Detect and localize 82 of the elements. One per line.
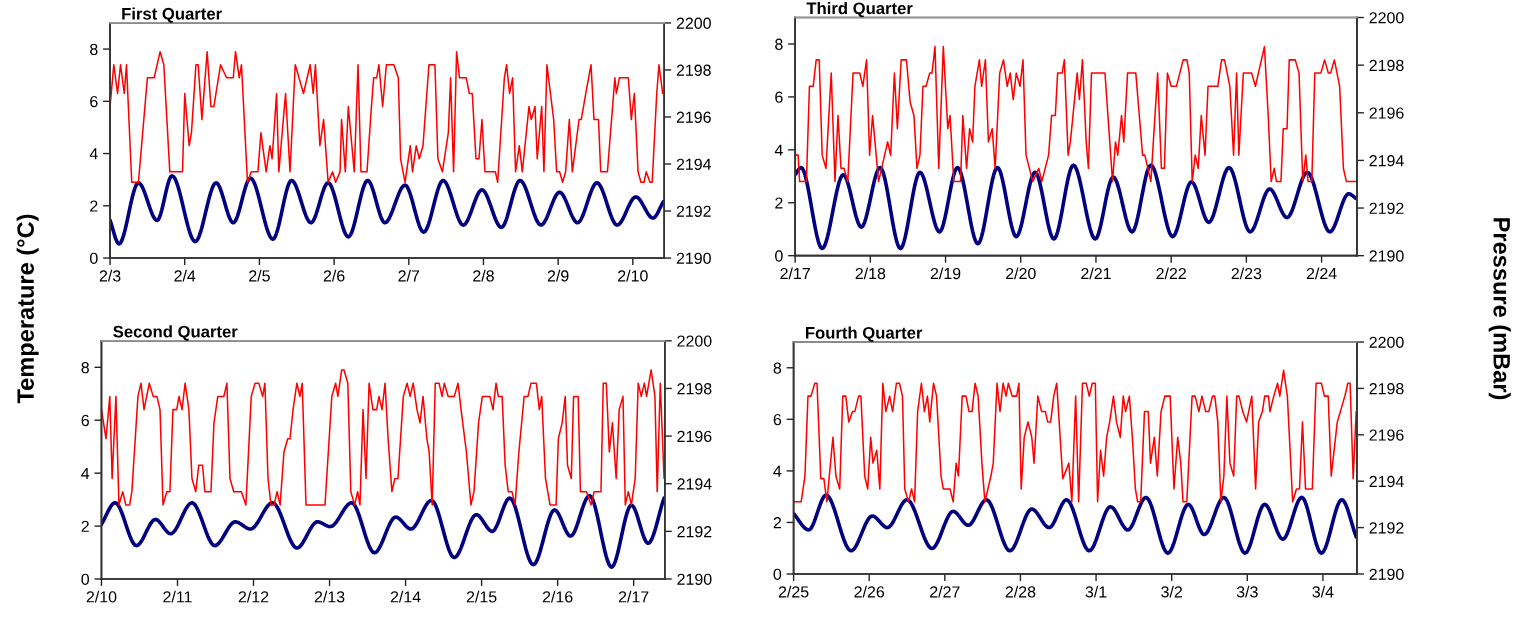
- x-tick-label: 2/12: [238, 590, 269, 603]
- y-tick-label: 0: [81, 573, 90, 585]
- y-tick-label: 8: [773, 362, 782, 374]
- x-tick-label: 2/11: [163, 590, 192, 603]
- y-axis-title: Temperature (°C): [16, 214, 39, 404]
- y-tick-label: 0: [90, 252, 98, 264]
- y-tick-label: 4: [773, 465, 782, 477]
- y2-tick-label: 2192: [1369, 202, 1404, 214]
- y-tick-label: 4: [89, 148, 98, 160]
- x-tick-label: 2/18: [855, 267, 886, 280]
- y-tick-label: 8: [81, 361, 89, 374]
- y2-tick-label: 2198: [1369, 59, 1404, 72]
- y-tick-label: 6: [90, 95, 98, 108]
- x-tick-label: 2/24: [1306, 267, 1337, 280]
- x-tick-label: 2/17: [780, 267, 810, 280]
- y2-tick-label: 2200: [1369, 336, 1404, 348]
- y2-tick-label: 2190: [1369, 568, 1404, 580]
- y2-tick-label: 2200: [1369, 12, 1404, 24]
- x-tick-label: 2/6: [323, 269, 345, 282]
- x-tick-label: 2/8: [473, 269, 494, 282]
- y2-tick-label: 2192: [1369, 522, 1404, 534]
- y-tick-label: 6: [81, 414, 89, 427]
- x-tick-label: 2/15: [466, 590, 497, 603]
- y2-tick-label: 2198: [677, 383, 712, 395]
- x-tick-label: 2/13: [314, 590, 345, 603]
- y-tick-label: 6: [775, 91, 783, 103]
- y-tick-label: 4: [774, 144, 783, 156]
- y2-tick-label: 2200: [677, 335, 712, 347]
- y-tick-label: 8: [90, 43, 98, 56]
- x-tick-label: 2/25: [778, 585, 809, 598]
- y2-tick-label: 2192: [676, 205, 711, 217]
- x-tick-label: 2/5: [249, 269, 270, 282]
- x-tick-label: 2/17: [618, 590, 649, 603]
- x-tick-label: 2/16: [542, 590, 573, 603]
- x-tick-label: 2/10: [618, 269, 648, 282]
- x-tick-label: 3/2: [1161, 585, 1182, 598]
- y2-tick-label: 2200: [676, 17, 711, 29]
- y2-tick-label: 2198: [676, 64, 711, 76]
- y2-tick-label: 2196: [677, 430, 712, 443]
- chart-title: First Quarter: [122, 7, 222, 23]
- x-tick-label: 2/26: [854, 585, 885, 598]
- y-tick-label: 0: [775, 250, 783, 262]
- x-tick-label: 2/3: [99, 269, 121, 282]
- chart-title: Third Quarter: [806, 1, 913, 18]
- x-tick-label: 2/28: [1005, 585, 1036, 598]
- x-tick-label: 2/4: [174, 269, 196, 282]
- y-tick-label: 2: [775, 197, 783, 209]
- x-tick-label: 2/9: [547, 269, 569, 282]
- y-tick-label: 2: [81, 520, 89, 532]
- y2-tick-label: 2198: [1369, 383, 1404, 395]
- y-tick-label: 0: [773, 568, 782, 580]
- y2-tick-label: 2190: [1369, 250, 1404, 262]
- x-tick-label: 3/1: [1085, 585, 1107, 598]
- chart-title: Second Quarter: [113, 325, 238, 341]
- x-tick-label: 2/23: [1231, 267, 1262, 280]
- x-tick-label: 2/22: [1156, 267, 1186, 280]
- x-tick-label: 2/21: [1081, 267, 1111, 280]
- y2-tick-label: 2192: [677, 525, 712, 538]
- y2-tick-label: 2196: [1369, 429, 1404, 441]
- y2-tick-label: 2194: [1369, 475, 1404, 488]
- x-tick-label: 3/4: [1312, 585, 1334, 598]
- x-tick-label: 2/19: [930, 267, 961, 280]
- y2-tick-label: 2196: [676, 111, 711, 123]
- y-tick-label: 2: [773, 517, 781, 529]
- x-tick-label: 2/14: [390, 590, 421, 603]
- x-tick-label: 2/27: [930, 585, 960, 598]
- y2-tick-label: 2190: [676, 252, 711, 264]
- y2-tick-label: 2194: [677, 478, 712, 490]
- y2-tick-label: 2194: [1369, 155, 1404, 167]
- y2-tick-label: 2196: [1369, 107, 1404, 119]
- y2-axis-title: Pressure (mBar): [1488, 218, 1511, 400]
- y-tick-label: 2: [90, 200, 98, 212]
- y-tick-label: 4: [81, 467, 90, 479]
- x-tick-label: 2/10: [86, 590, 117, 603]
- y2-tick-label: 2194: [676, 158, 712, 170]
- y-tick-label: 8: [775, 38, 783, 50]
- x-tick-label: 3/3: [1236, 585, 1258, 598]
- y2-tick-label: 2190: [677, 573, 712, 585]
- y-tick-label: 6: [773, 413, 782, 426]
- x-tick-label: 2/7: [398, 269, 420, 282]
- x-tick-label: 2/20: [1006, 267, 1036, 280]
- chart-title: Fourth Quarter: [805, 326, 923, 342]
